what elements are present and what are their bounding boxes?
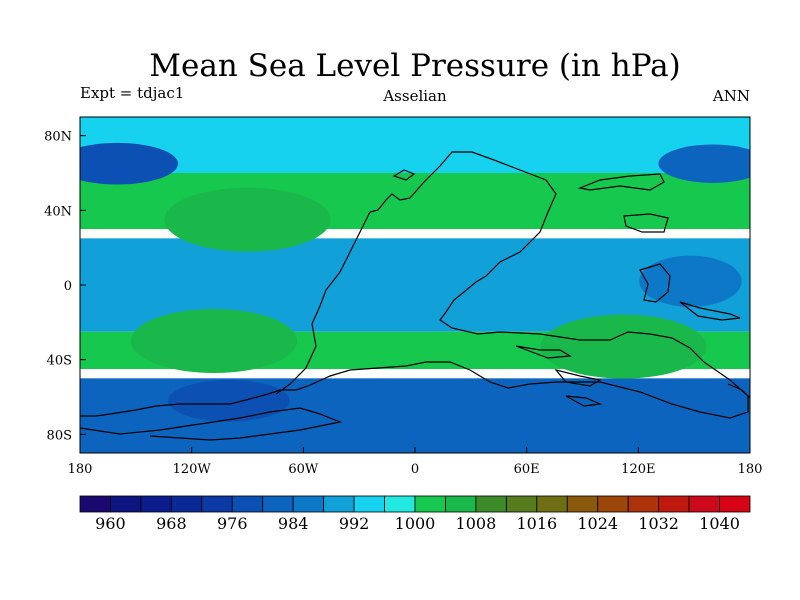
colorbar-label: 1032 (638, 514, 679, 533)
colorbar-swatch (627, 495, 660, 513)
y-tick-label: 40N (44, 204, 72, 219)
coastline-northeast (577, 173, 665, 191)
colorbar-swatch (445, 495, 477, 513)
colorbar-swatch (688, 495, 720, 513)
coastline-far-east (727, 383, 750, 399)
colorbar-swatch (292, 495, 325, 513)
colorbar-label: 1040 (699, 514, 740, 533)
coastline-southern-isles-2 (554, 368, 602, 387)
colorbar-swatch (566, 495, 599, 513)
colorbar-label: 984 (278, 514, 309, 533)
pressure-high (540, 314, 707, 379)
colorbar-swatch (353, 495, 385, 513)
colorbar-swatch (201, 495, 233, 513)
colorbar-swatch (110, 495, 142, 513)
x-tick-label: 60W (288, 462, 319, 477)
y-tick-label: 80S (47, 428, 72, 443)
colorbar-swatch (505, 495, 538, 513)
x-tick-label: 120E (621, 462, 655, 477)
pressure-fill-layer (80, 117, 750, 453)
coastline-tethys-island-2 (679, 301, 741, 321)
season-label: ANN (712, 87, 750, 105)
colorbar-swatch (536, 495, 568, 513)
pressure-high (164, 187, 331, 252)
coastline-west-margin (275, 211, 371, 395)
colorbar-label: 968 (156, 514, 187, 533)
colorbar-swatch (140, 495, 172, 513)
colorbar-label: 1024 (577, 514, 618, 533)
x-tick-label: 0 (411, 462, 419, 477)
colorbar-label: 1008 (456, 514, 497, 533)
pressure-low (472, 396, 582, 435)
colorbar-swatch (79, 495, 111, 513)
pressure-band (80, 117, 750, 173)
x-tick-label: 120W (173, 462, 212, 477)
coastline-southern-isles-1 (515, 345, 572, 359)
colorbar-label: 1016 (516, 514, 557, 533)
coastline-east-island (623, 213, 669, 233)
experiment-label: Expt = tdjac1 (80, 84, 184, 102)
pressure-low (80, 142, 179, 185)
colorbar-swatch (597, 495, 629, 513)
coastline-pangaea (80, 151, 749, 419)
x-tick-label: 60E (514, 462, 540, 477)
colorbar-swatch (658, 495, 690, 513)
colorbar-label: 960 (95, 514, 126, 533)
colorbar-swatch (475, 495, 507, 513)
colorbar-swatch (170, 495, 203, 513)
y-tick-label: 0 (64, 279, 72, 294)
colorbar-swatch (414, 495, 446, 513)
colorbar-swatch (262, 495, 294, 513)
y-axis: 80N 40N 0 40S 80S (44, 130, 86, 443)
coastline-tethys-island-1 (639, 263, 671, 303)
chart-title: Mean Sea Level Pressure (in hPa) (149, 48, 681, 84)
pressure-low (168, 379, 290, 422)
x-tick-label: 180 (68, 462, 93, 477)
colorbar-swatch (231, 495, 264, 513)
coastline-south-polar (80, 407, 343, 441)
colorbar-swatch (719, 495, 751, 513)
map-panel (80, 117, 750, 453)
coastlines (80, 151, 750, 441)
pressure-high (130, 309, 298, 373)
coastline-southern-isles-3 (565, 395, 603, 407)
colorbar-swatch (323, 495, 355, 513)
colorbar-label: 1000 (395, 514, 436, 533)
y-tick-label: 40S (47, 354, 72, 369)
pressure-low (639, 255, 742, 307)
colorbar-label: 992 (339, 514, 370, 533)
x-axis: 180 120W 60W 0 60E 120E 180 (68, 447, 763, 477)
colorbar-swatch (384, 495, 416, 513)
y-tick-label: 80N (44, 130, 72, 145)
x-tick-label: 180 (738, 462, 763, 477)
colorbar-label: 976 (217, 514, 248, 533)
colorbar: 960 968 976 984 992 1000 1008 1016 1024 1032 1040 (79, 495, 751, 533)
coastline-north-island (392, 169, 416, 181)
stage-label: Asselian (382, 87, 447, 105)
pressure-low (658, 144, 750, 183)
